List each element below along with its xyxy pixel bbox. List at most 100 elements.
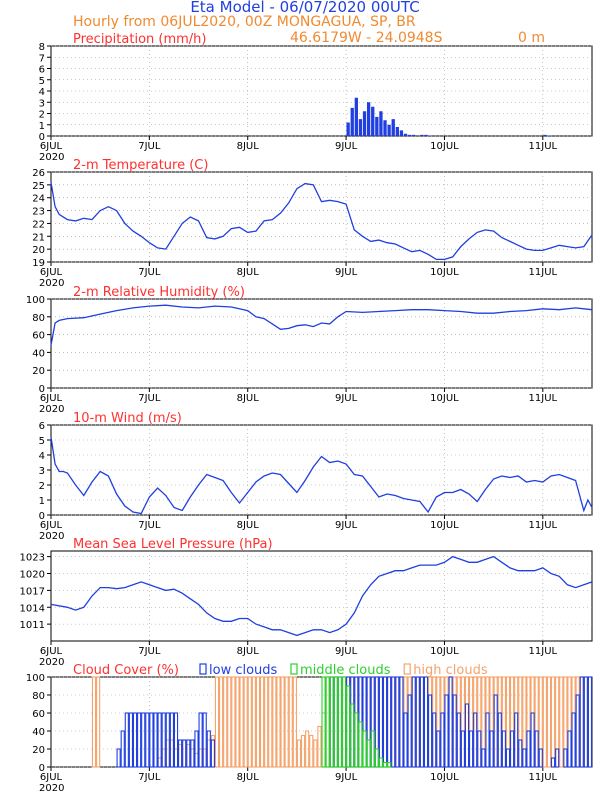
legend-label: low clouds [209, 663, 278, 678]
x-year-label: 2020 [39, 531, 64, 542]
high-clouds-bar [91, 676, 97, 768]
panel-frame [50, 424, 593, 516]
x-tick-label: 8JUL [237, 520, 260, 531]
legend-label: middle clouds [300, 663, 391, 678]
panel-4: 0 1 2 3 4 5 6 6JUL 7JUL 8JUL 9JUL 10JUL 11JUL 2020 10-… [39, 411, 593, 542]
low-clouds-bar [210, 739, 215, 768]
high-clouds-bar [223, 676, 228, 768]
high-clouds-bar [243, 676, 248, 768]
y-tick-label: 80 [32, 313, 45, 324]
low-clouds-bar [141, 712, 146, 768]
middle-clouds-bar [370, 730, 375, 768]
low-clouds-bar [194, 730, 199, 768]
low-clouds-bar [489, 730, 494, 768]
low-clouds-bar [395, 676, 400, 768]
low-clouds-bar [378, 676, 384, 768]
panel-title: Precipitation (mm/h) [73, 32, 206, 47]
high-clouds-bar [313, 739, 318, 768]
low-clouds-bar [382, 676, 388, 768]
panel-title: 2-m Relative Humidity (%) [73, 285, 245, 300]
high-clouds-bar [317, 725, 322, 768]
precip-bar [407, 134, 412, 136]
low-clouds-bar [440, 712, 445, 768]
y-tick-label: 5 [39, 436, 45, 447]
y-tick-label: 26 [32, 168, 45, 179]
legend-swatch [199, 663, 207, 675]
middle-clouds-bar [366, 739, 371, 768]
high-clouds-bar [288, 676, 293, 768]
x-tick-label: 10JUL [430, 772, 459, 783]
y-tick-label: 7 [39, 53, 45, 64]
x-year-label: 2020 [39, 152, 64, 163]
series-line [50, 555, 593, 637]
x-year-label: 2020 [39, 278, 64, 289]
low-clouds-bar [137, 712, 142, 768]
low-clouds-bar [575, 694, 580, 768]
low-clouds-bar [481, 748, 486, 768]
x-tick-label: 11JUL [529, 267, 558, 278]
y-tick-label: 60 [32, 709, 45, 720]
high-clouds-bar [235, 676, 240, 768]
middle-clouds-bar [382, 761, 388, 768]
high-clouds-bar [268, 676, 273, 768]
low-clouds-bar [460, 730, 465, 768]
low-clouds-bar [464, 703, 470, 768]
panel-5: 1011 1014 1017 1020 1023 6JUL 7JUL 8JUL 9JUL 10JU… [20, 537, 593, 668]
low-clouds-bar [419, 676, 425, 768]
elevation-label: 0 m [518, 30, 545, 46]
low-clouds-bar [534, 730, 539, 768]
low-clouds-bar [428, 694, 433, 768]
precip-bar [412, 134, 416, 136]
x-tick-label: 6JUL [40, 141, 63, 152]
high-clouds-bar [300, 734, 306, 768]
y-tick-label: 6 [39, 65, 45, 76]
low-clouds-bar [178, 739, 183, 768]
low-clouds-bar [407, 694, 412, 768]
low-clouds-bar [182, 739, 187, 768]
panel-title: 10-m Wind (m/s) [73, 411, 182, 426]
x-tick-label: 9JUL [335, 520, 358, 531]
precip-bar [428, 135, 432, 136]
series-line [50, 304, 593, 346]
x-tick-label: 8JUL [237, 772, 260, 783]
x-tick-label: 11JUL [529, 520, 558, 531]
high-clouds-bar [259, 676, 265, 768]
panel-frame [50, 171, 593, 263]
precip-bar [350, 107, 354, 136]
low-clouds-bar [399, 676, 404, 768]
low-clouds-bar [526, 730, 531, 768]
y-tick-label: 3 [39, 466, 45, 477]
low-clouds-bar [149, 712, 154, 768]
x-tick-label: 9JUL [335, 393, 358, 404]
low-clouds-bar [587, 676, 593, 768]
high-clouds-bar [239, 676, 244, 768]
middle-clouds-bar [346, 685, 351, 768]
low-clouds-bar [132, 712, 138, 768]
x-year-label: 2020 [39, 783, 64, 792]
x-tick-label: 8JUL [237, 646, 260, 657]
x-tick-label: 6JUL [40, 267, 63, 278]
x-year-label: 2020 [39, 404, 64, 415]
x-tick-label: 7JUL [138, 646, 161, 657]
y-tick-label: 100 [26, 295, 45, 306]
low-clouds-bar [473, 712, 478, 768]
x-tick-label: 9JUL [335, 141, 358, 152]
middle-clouds-bar [350, 703, 355, 768]
low-clouds-bar [116, 748, 121, 768]
y-tick-label: 80 [32, 691, 45, 702]
precip-bar [424, 134, 428, 136]
x-tick-label: 8JUL [237, 141, 260, 152]
panel-6: 0 20 40 60 80 100 6JUL 7JUL 8JUL 9JUL 10JUL 11JUL 20… [26, 663, 593, 792]
precip-bar [375, 116, 379, 136]
y-tick-label: 0 [39, 384, 45, 395]
x-tick-label: 11JUL [529, 772, 558, 783]
low-clouds-bar [444, 694, 449, 768]
y-tick-label: 2 [39, 481, 45, 492]
high-clouds-bar [559, 676, 564, 768]
y-tick-label: 0 [39, 511, 45, 522]
panel-3: 0 20 40 60 80 100 6JUL 7JUL 8JUL 9JUL 10JUL 11JUL 20… [26, 285, 593, 415]
low-clouds-bar [415, 676, 420, 768]
precip-bar [362, 111, 367, 136]
high-clouds-bar [247, 676, 252, 768]
